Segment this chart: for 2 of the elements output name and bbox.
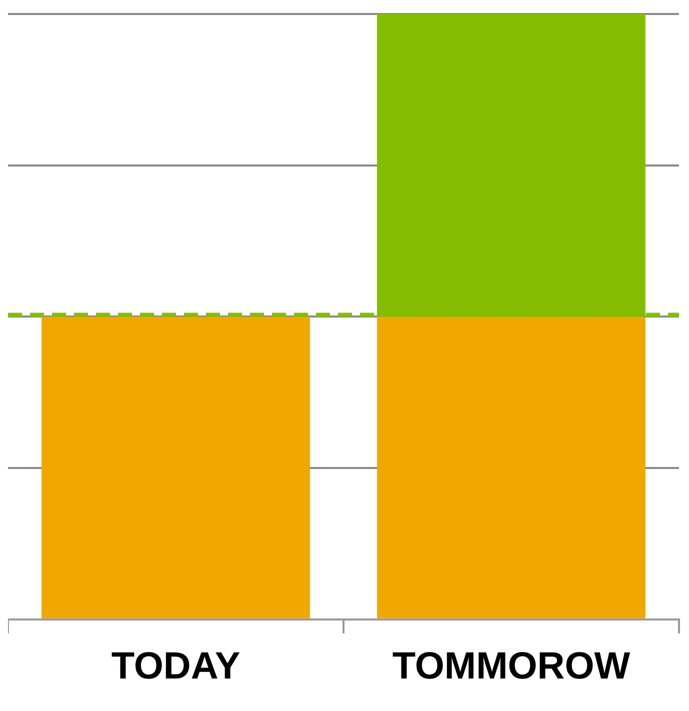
x-tick-label: TOMMOROW <box>392 646 630 688</box>
x-tick-label: TODAY <box>111 646 240 688</box>
